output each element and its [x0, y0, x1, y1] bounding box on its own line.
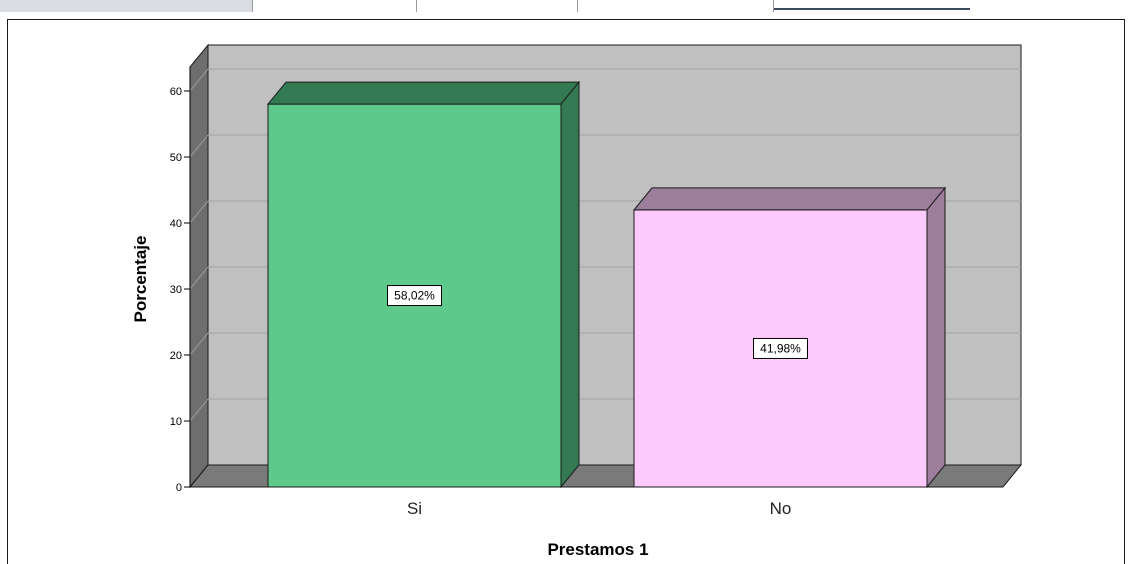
gridline-side [189, 68, 209, 92]
data-label-box [387, 285, 442, 307]
gridline-side [189, 398, 209, 422]
gridline-side [189, 200, 209, 224]
gridline-side [189, 332, 209, 356]
top-strip-cell [578, 0, 774, 12]
data-label: 58,02% [394, 289, 435, 303]
bar-top [266, 81, 581, 105]
top-strip-underline [774, 8, 970, 10]
axes: 0 10 20 30 40 50 60 Si No [170, 67, 792, 518]
y-tick-label: 50 [170, 152, 182, 164]
bar-side [560, 80, 580, 489]
data-labels: 58,02% 41,98% [387, 285, 808, 359]
gridline-side [189, 266, 209, 290]
y-tick-label: 0 [176, 482, 182, 494]
data-label-box [753, 337, 808, 359]
y-axis-title: Porcentaje [131, 236, 150, 323]
window-top-strip [0, 0, 1128, 14]
bar-side [926, 186, 946, 489]
y-tick-label: 60 [170, 86, 182, 98]
bars [266, 80, 947, 489]
bar-top [632, 187, 947, 211]
top-strip-cell [253, 0, 417, 12]
y-tick-label: 40 [170, 218, 182, 230]
y-tick-label: 30 [170, 284, 182, 296]
top-strip-cell [0, 0, 253, 12]
x-category-label: Si [407, 499, 422, 518]
gridline-side [189, 134, 209, 158]
chart-frame [7, 19, 1125, 564]
x-axis-title: Prestamos 1 [547, 540, 648, 559]
side-wall [189, 43, 209, 489]
top-strip-cell [417, 0, 578, 12]
x-category-label: No [770, 499, 792, 518]
y-tick-label: 20 [170, 350, 182, 362]
data-label: 41,98% [760, 341, 801, 355]
y-tick-label: 10 [170, 416, 182, 428]
